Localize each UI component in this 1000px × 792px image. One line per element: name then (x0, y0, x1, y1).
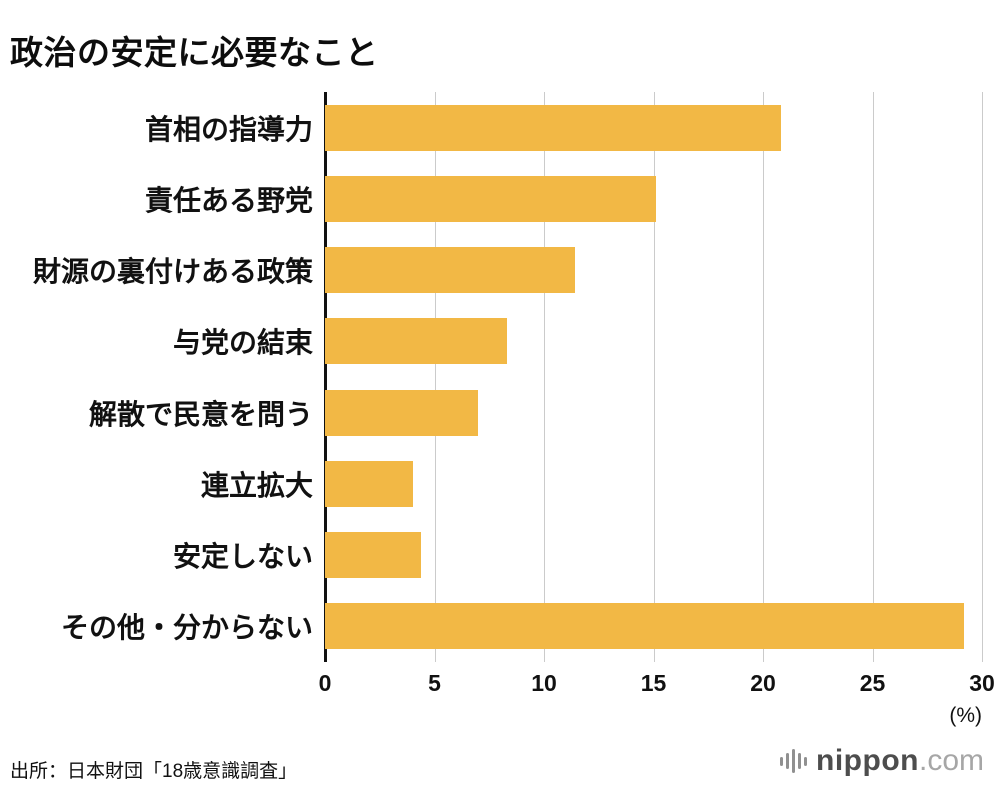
x-tick-label: 20 (750, 670, 776, 696)
grid-layer (324, 92, 983, 662)
bar (325, 104, 781, 151)
bar (325, 318, 507, 365)
bar-track (325, 532, 982, 579)
bar-chart: 首相の指導力 責任ある野党財源の裏付けある政策与党の結束解散で民意を問う連立拡大安… (0, 92, 1000, 742)
source-note: 出所：日本財団「18歳意識調査」 (10, 761, 298, 782)
gridline (982, 92, 983, 662)
bar-track (325, 603, 982, 650)
bar (325, 175, 656, 222)
bar (325, 460, 413, 507)
x-tick-label: 0 (318, 670, 332, 696)
bar-row: 責任ある野党 (0, 163, 1000, 234)
bar-rows: 首相の指導力 責任ある野党財源の裏付けある政策与党の結束解散で民意を問う連立拡大安… (0, 92, 1000, 662)
logo-text-nippon: nippon (816, 744, 919, 777)
bar-row: その他・分からない (0, 591, 1000, 662)
bar-track (325, 175, 982, 222)
bar-row: 首相の指導力 (0, 92, 1000, 163)
page-title: 政治の安定に必要なこと (10, 34, 379, 72)
bar-label: 首相の指導力 (144, 113, 313, 145)
bar (325, 532, 422, 579)
bar-label: 与党の結束 (172, 327, 313, 359)
bar-row: 財源の裏付けある政策 (0, 235, 1000, 306)
bar-track (325, 460, 982, 507)
bar-row: 解散で民意を問う (0, 377, 1000, 448)
nippon-logo: nippon .com (780, 744, 984, 778)
bar (325, 603, 965, 650)
bar-track (325, 389, 982, 436)
bar (325, 247, 575, 294)
x-tick-label: 25 (859, 670, 886, 696)
bar-label: 責任ある野党 (144, 184, 313, 216)
gridline (872, 92, 874, 662)
unit-label: (%) (949, 704, 982, 727)
bar-row: 与党の結束 (0, 306, 1000, 377)
bar-label: 連立拡大 (200, 469, 313, 501)
gridline (653, 92, 655, 662)
bar-track (325, 104, 982, 151)
x-axis: 0 5 10 15 20 25 30 (319, 670, 995, 700)
bar-label: 解散で民意を問う (88, 398, 313, 430)
bar (325, 389, 479, 436)
x-tick-label: 10 (531, 670, 557, 696)
gridline (544, 92, 545, 662)
x-tick-label: 30 (969, 670, 995, 696)
gridline (763, 92, 764, 662)
bar-track (325, 318, 982, 365)
soundwave-bars-icon (780, 744, 808, 778)
bar-track (325, 247, 982, 294)
x-tick-label: 5 (428, 670, 441, 696)
bar-label: 安定しない (172, 541, 313, 573)
x-tick-label: 15 (640, 670, 667, 696)
bar-label: 財源の裏付けある政策 (32, 256, 313, 288)
bar-label: その他・分からない (60, 612, 313, 644)
logo-text-com: .com (918, 744, 984, 777)
bar-row: 連立拡大 (0, 448, 1000, 519)
gridline (434, 92, 436, 662)
bar-row: 安定しない (0, 520, 1000, 591)
y-axis-line (324, 92, 327, 662)
